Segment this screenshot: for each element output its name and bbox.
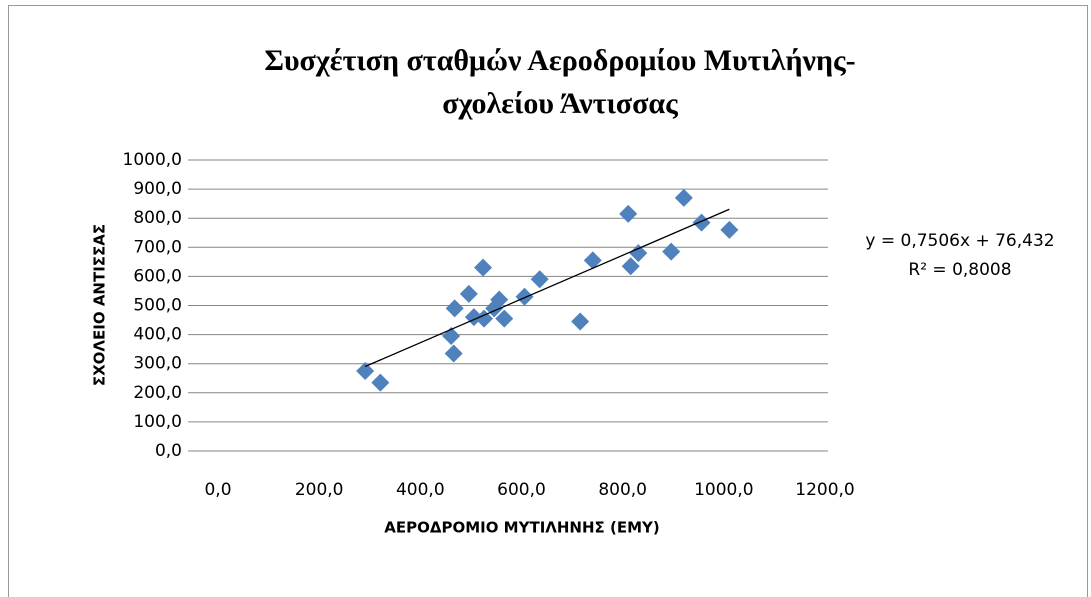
x-axis-label: ΑΕΡΟΔΡΟΜΙΟ ΜΥΤΙΛΗΝΗΣ (ΕΜΥ) <box>384 519 660 537</box>
point <box>495 309 514 328</box>
y-tick-label: 200,0 <box>133 383 182 403</box>
y-tick-label: 600,0 <box>133 266 182 286</box>
chart-title: Συσχέτιση σταθμών Αεροδρομίου Μυτιλήνης- <box>264 44 855 77</box>
x-tick-label: 0,0 <box>204 480 231 500</box>
point <box>371 373 390 392</box>
point <box>629 244 648 263</box>
y-axis-label: ΣΧΟΛΕΙΟ ΑΝΤΙΣΣΑΣ <box>91 224 109 386</box>
x-tick-label: 800,0 <box>598 480 647 500</box>
point <box>475 309 494 328</box>
point <box>621 257 640 276</box>
chart-title: σχολείου Άντισσας <box>442 87 678 120</box>
trendline-r2: R² = 0,8008 <box>908 260 1011 280</box>
point <box>692 213 711 232</box>
point <box>459 284 478 303</box>
point <box>720 220 739 239</box>
x-tick-label: 1200,0 <box>795 480 854 500</box>
trendline-equation: y = 0,7506x + 76,432 <box>865 231 1054 251</box>
x-tick-label: 400,0 <box>396 480 445 500</box>
y-tick-label: 700,0 <box>133 237 182 257</box>
point <box>583 251 602 270</box>
x-tick-label: 1000,0 <box>694 480 753 500</box>
y-tick-label: 500,0 <box>133 296 182 316</box>
trendline <box>364 208 730 368</box>
chart-frame <box>8 5 1088 597</box>
y-tick-label: 300,0 <box>133 354 182 374</box>
point <box>356 361 375 380</box>
y-tick-label: 800,0 <box>133 208 182 228</box>
point <box>490 290 509 309</box>
point <box>445 299 464 318</box>
y-tick-label: 900,0 <box>133 179 182 199</box>
y-tick-label: 0,0 <box>155 441 182 461</box>
point <box>674 188 693 207</box>
point <box>530 270 549 289</box>
point <box>571 312 590 331</box>
point <box>444 344 463 363</box>
point <box>515 287 534 306</box>
y-tick-label: 100,0 <box>133 412 182 432</box>
y-tick-label: 400,0 <box>133 325 182 345</box>
y-tick-label: 1000,0 <box>123 150 182 170</box>
x-tick-label: 600,0 <box>497 480 546 500</box>
point <box>662 242 681 261</box>
point <box>474 258 493 277</box>
x-tick-label: 200,0 <box>295 480 344 500</box>
point <box>619 204 638 223</box>
